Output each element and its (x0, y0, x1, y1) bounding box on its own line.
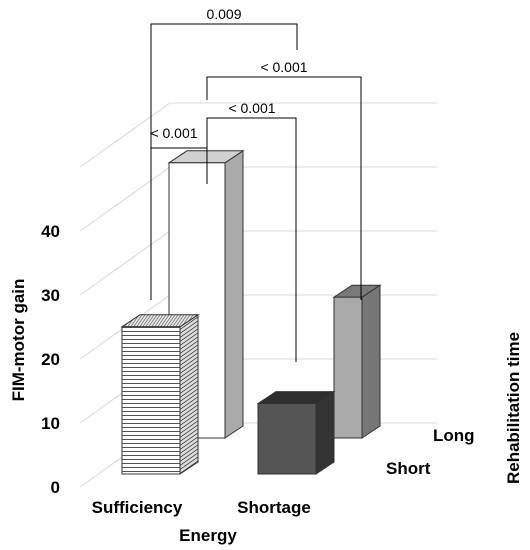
bracket-label-1: < 0.001 (260, 59, 307, 75)
bar-sufficiency-short-side (179, 313, 199, 475)
bar-sufficiency-short (120, 313, 200, 475)
bar-shortage-short (256, 390, 336, 475)
significance-brackets: 0.009 < 0.001 < 0.001 < 0.001 (150, 6, 362, 362)
x-category-shortage: Shortage (237, 498, 311, 517)
bars (120, 149, 382, 475)
z-category-long: Long (433, 426, 475, 445)
bar-sufficiency-short-front (121, 326, 181, 475)
bar-shortage-short-side (315, 390, 335, 475)
bracket-line-3 (150, 147, 208, 300)
bar-shortage-short-front (257, 403, 317, 475)
bracket-label-2: < 0.001 (228, 100, 275, 116)
bar-shortage-long (332, 284, 382, 439)
y-tick-label-4: 40 (41, 222, 60, 241)
bar-shortage-long-side (361, 284, 381, 439)
bracket-label-3: < 0.001 (150, 125, 197, 141)
x-category-sufficiency: Sufficiency (92, 498, 183, 517)
y-tick-label-2: 20 (41, 350, 60, 369)
x-axis-title: Energy (179, 526, 237, 545)
y-tick-label-3: 30 (41, 286, 60, 305)
y-tick-labels: 0 10 20 30 40 (41, 222, 60, 497)
grid-depth-line-3 (79, 230, 171, 296)
y-tick-label-1: 10 (41, 414, 60, 433)
grid-depth-line-5 (79, 102, 171, 168)
bar-sufficiency-long-side (224, 149, 244, 439)
grid-depth-line-4 (79, 166, 171, 232)
bar-shortage-long-front (333, 296, 363, 439)
y-tick-label-0: 0 (51, 478, 60, 497)
y-axis-title: FIM-motor gain (9, 279, 28, 402)
bracket-line-1 (206, 76, 362, 300)
bracket-line-2 (206, 117, 297, 362)
z-category-short: Short (386, 459, 431, 478)
z-axis-title: Rehabilitation time (504, 332, 523, 484)
bracket-label-0: 0.009 (206, 6, 241, 22)
